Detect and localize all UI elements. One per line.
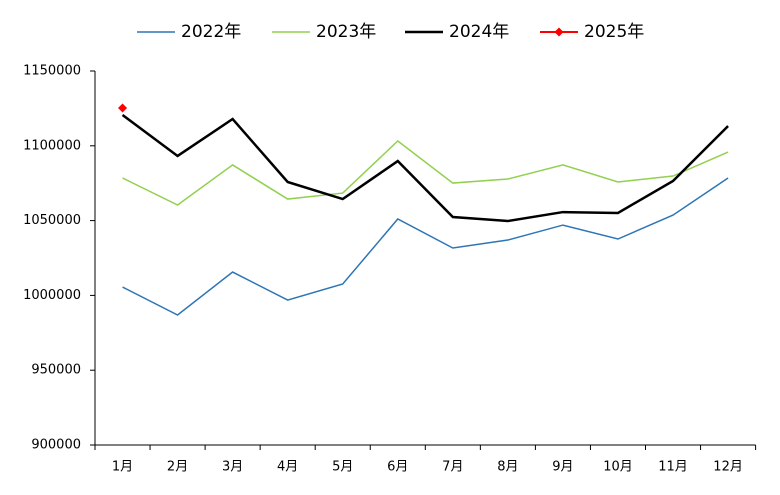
y-tick-label: 950000 <box>31 363 81 378</box>
series-line <box>122 177 729 316</box>
series-line <box>122 140 729 206</box>
legend-marker <box>554 27 564 37</box>
y-tick-label: 900000 <box>31 438 81 453</box>
legend-label: 2024年 <box>449 22 509 42</box>
x-tick-label: 11月 <box>658 460 688 475</box>
x-tick-label: 9月 <box>552 460 573 475</box>
x-tick-label: 8月 <box>497 460 518 475</box>
x-tick-label: 5月 <box>332 460 353 475</box>
x-tick-label: 4月 <box>277 460 298 475</box>
y-tick-label: 1000000 <box>23 288 81 303</box>
x-tick-label: 10月 <box>603 460 633 475</box>
legend-label: 2023年 <box>316 22 376 42</box>
x-tick-label: 12月 <box>713 460 743 475</box>
x-tick-label: 2月 <box>167 460 188 475</box>
x-tick-label: 3月 <box>222 460 243 475</box>
series-marker <box>118 103 128 113</box>
x-tick-label: 1月 <box>112 460 133 475</box>
y-tick-label: 1050000 <box>23 213 81 228</box>
y-tick-label: 1150000 <box>23 64 81 79</box>
x-tick-label: 6月 <box>387 460 408 475</box>
legend-label: 2025年 <box>584 22 644 42</box>
y-tick-label: 1100000 <box>23 138 81 153</box>
x-tick-label: 7月 <box>442 460 463 475</box>
legend-label: 2022年 <box>181 22 241 42</box>
series-line <box>121 113 729 223</box>
